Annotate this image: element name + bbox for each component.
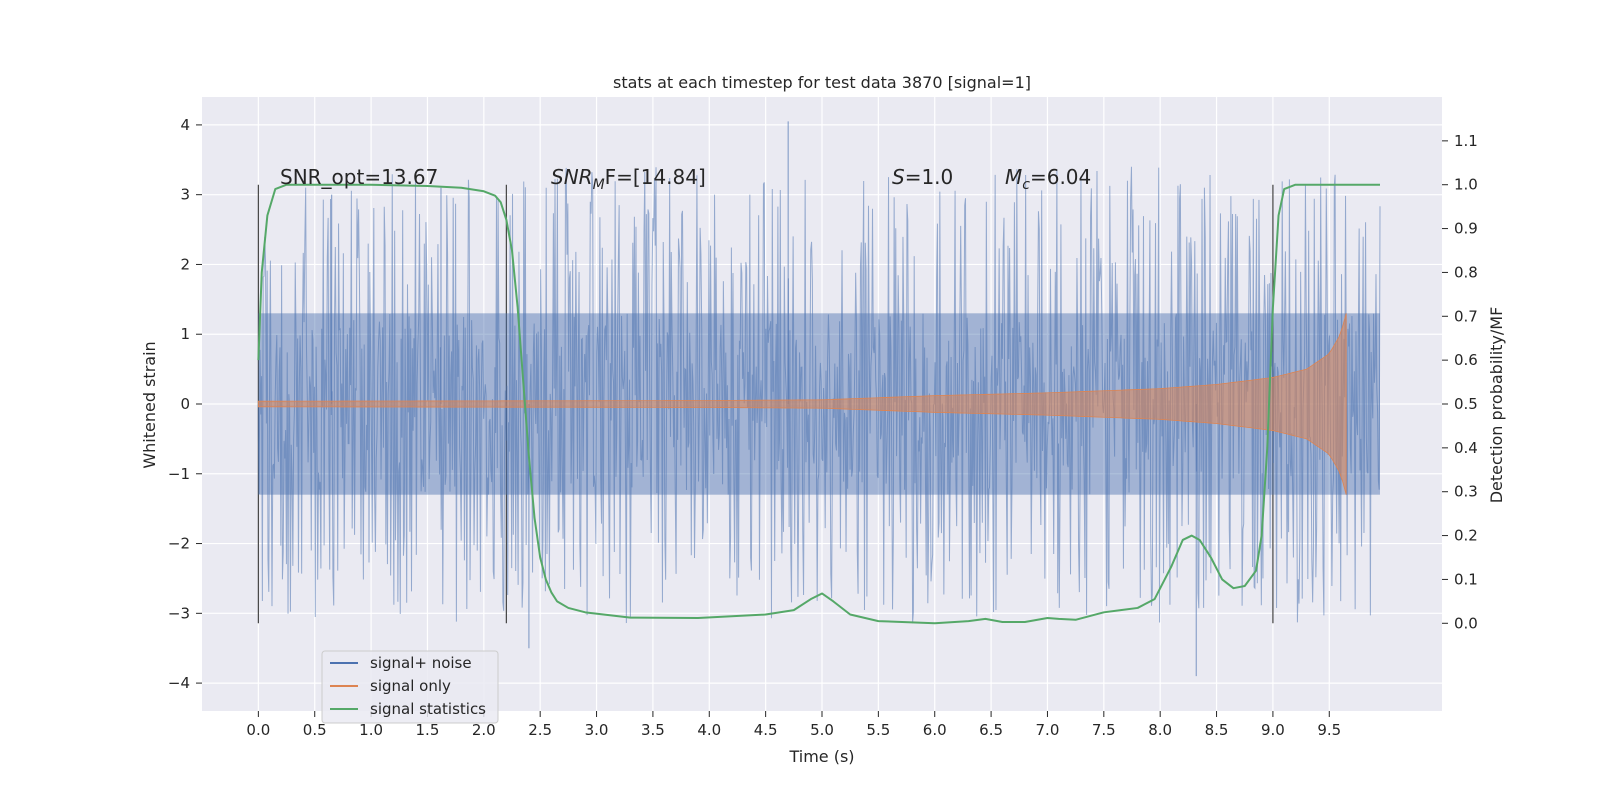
mc-sub: c bbox=[1022, 177, 1030, 193]
x-tick-label-1: 0.5 bbox=[303, 721, 327, 739]
y-right-tick-label-1: 0.1 bbox=[1454, 570, 1478, 588]
legend-box bbox=[321, 650, 499, 724]
legend-label-signal-only: signal only bbox=[370, 677, 451, 695]
x-axis-label: Time (s) bbox=[788, 747, 854, 766]
y-left-tick-label-6: 2 bbox=[180, 255, 190, 273]
signal-only-envelope bbox=[257, 313, 1347, 495]
y-right-tick-label-2: 0.2 bbox=[1454, 527, 1478, 545]
legend: signal+ noise signal only signal statist… bbox=[321, 650, 499, 724]
x-axis-ticks: 0.0 0.5 1.0 1.5 2.0 2.5 3.0 3.5 4.0 4.5 5.0 5.5 6.0 6… bbox=[246, 711, 1341, 739]
annotation-s: S=1.0 bbox=[892, 165, 953, 189]
y-right-tick-label-6: 0.6 bbox=[1454, 351, 1478, 369]
mc-suffix: =6.04 bbox=[1030, 165, 1091, 189]
y-axis-left-ticks: −4 −3 −2 −1 0 1 2 3 4 bbox=[168, 116, 202, 692]
signal-statistics-line bbox=[257, 183, 1380, 625]
series-signal-statistics bbox=[257, 183, 1380, 625]
y-left-tick-label-0: −4 bbox=[168, 674, 190, 692]
y-axis-left-label: Whitened strain bbox=[140, 341, 159, 468]
y-right-tick-label-9: 0.9 bbox=[1454, 220, 1478, 238]
x-tick-label-8: 4.0 bbox=[697, 721, 721, 739]
y-axis-right-label: Detection probability/MF bbox=[1487, 307, 1506, 504]
y-right-tick-label-0: 0.0 bbox=[1454, 614, 1478, 632]
y-left-tick-label-7: 3 bbox=[180, 186, 190, 204]
x-tick-label-17: 8.5 bbox=[1205, 721, 1229, 739]
y-right-tick-label-3: 0.3 bbox=[1454, 483, 1478, 501]
x-tick-label-4: 2.0 bbox=[472, 721, 496, 739]
y-left-tick-label-8: 4 bbox=[180, 116, 190, 134]
x-tick-label-19: 9.5 bbox=[1317, 721, 1341, 739]
series-signal-only bbox=[257, 313, 1347, 495]
snr-mf-suffix: F=[14.84] bbox=[605, 165, 706, 189]
signal-noise-trace bbox=[257, 166, 1381, 624]
s-prefix: S bbox=[892, 165, 905, 189]
y-left-tick-label-4: 0 bbox=[180, 395, 190, 413]
x-tick-label-10: 5.0 bbox=[810, 721, 834, 739]
x-tick-label-18: 9.0 bbox=[1261, 721, 1285, 739]
annotation-snr-mf: SNRMF=[14.84] bbox=[551, 165, 706, 193]
x-tick-label-15: 7.5 bbox=[1092, 721, 1116, 739]
x-tick-label-14: 7.0 bbox=[1036, 721, 1060, 739]
x-tick-label-16: 8.0 bbox=[1148, 721, 1172, 739]
x-tick-label-7: 3.5 bbox=[641, 721, 665, 739]
y-left-tick-label-3: −1 bbox=[168, 465, 190, 483]
snr-mf-sub: M bbox=[593, 177, 605, 193]
y-left-tick-label-2: −2 bbox=[168, 535, 190, 553]
y-left-tick-label-1: −3 bbox=[168, 604, 190, 622]
annotation-snr-opt: SNR_opt=13.67 bbox=[280, 165, 438, 189]
x-tick-label-11: 5.5 bbox=[866, 721, 890, 739]
x-tick-label-3: 1.5 bbox=[416, 721, 440, 739]
mc-prefix: M bbox=[1005, 165, 1022, 189]
x-tick-label-9: 4.5 bbox=[754, 721, 778, 739]
x-tick-label-12: 6.0 bbox=[923, 721, 947, 739]
y-right-tick-label-11: 1.1 bbox=[1454, 132, 1478, 150]
annotation-mc: Mc=6.04 bbox=[1005, 165, 1091, 193]
x-tick-label-0: 0.0 bbox=[246, 721, 270, 739]
s-suffix: =1.0 bbox=[905, 165, 954, 189]
y-axis-right-ticks: 0.0 0.1 0.2 0.3 0.4 0.5 0.6 0.7 0.8 0.9 1.0 1.1 bbox=[1442, 132, 1478, 632]
x-tick-label-13: 6.5 bbox=[979, 721, 1003, 739]
x-tick-label-6: 3.0 bbox=[585, 721, 609, 739]
y-right-tick-label-10: 1.0 bbox=[1454, 176, 1478, 194]
y-right-tick-label-7: 0.7 bbox=[1454, 307, 1478, 325]
x-tick-label-5: 2.5 bbox=[528, 721, 552, 739]
y-left-tick-label-5: 1 bbox=[180, 325, 190, 343]
snr-mf-prefix: SNR bbox=[551, 165, 593, 189]
legend-label-signal-noise: signal+ noise bbox=[370, 654, 472, 672]
y-right-tick-label-8: 0.8 bbox=[1454, 263, 1478, 281]
x-tick-label-2: 1.0 bbox=[359, 721, 383, 739]
y-right-tick-label-5: 0.5 bbox=[1454, 395, 1478, 413]
y-right-tick-label-4: 0.4 bbox=[1454, 439, 1478, 457]
chart-title: stats at each timestep for test data 387… bbox=[613, 73, 1031, 92]
legend-label-signal-statistics: signal statistics bbox=[370, 700, 486, 718]
